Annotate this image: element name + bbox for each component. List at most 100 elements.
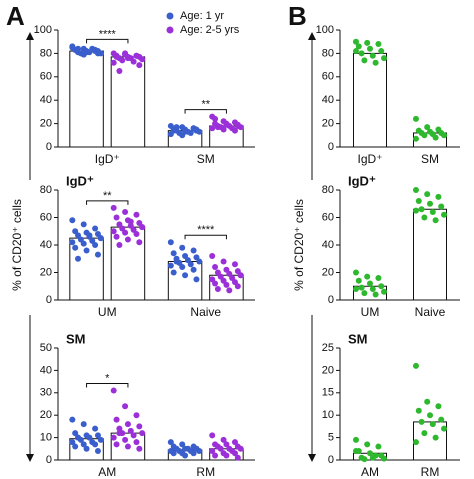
data-point bbox=[223, 281, 230, 288]
data-point bbox=[441, 425, 448, 432]
data-point bbox=[193, 276, 200, 283]
data-point bbox=[122, 229, 129, 236]
data-point bbox=[412, 187, 419, 193]
data-point bbox=[136, 239, 143, 246]
data-point bbox=[110, 59, 117, 66]
y-tick-label: 40 bbox=[40, 364, 52, 376]
data-point bbox=[116, 430, 123, 437]
y-tick-label: 0 bbox=[328, 454, 334, 466]
data-point bbox=[167, 439, 174, 446]
y-tick-label: 0 bbox=[46, 454, 52, 466]
data-point bbox=[412, 439, 419, 446]
data-point bbox=[220, 126, 227, 133]
data-point bbox=[182, 452, 189, 459]
data-point bbox=[94, 50, 101, 57]
data-point bbox=[361, 456, 368, 463]
data-point bbox=[378, 283, 385, 290]
y-tick-label: 100 bbox=[34, 24, 52, 36]
data-point bbox=[361, 57, 368, 64]
x-tick-label: UM bbox=[98, 305, 117, 319]
panel-label: A bbox=[6, 1, 25, 31]
y-tick-label: 100 bbox=[316, 24, 334, 36]
data-point bbox=[424, 398, 431, 405]
data-point bbox=[179, 264, 186, 270]
data-point bbox=[113, 53, 120, 60]
data-point bbox=[75, 45, 82, 52]
data-point bbox=[367, 45, 373, 52]
data-point bbox=[364, 273, 371, 280]
data-point bbox=[369, 286, 376, 292]
x-tick-label: Naive bbox=[190, 305, 221, 319]
significance-label: ** bbox=[103, 190, 112, 202]
data-point bbox=[133, 211, 140, 218]
subplot-title: SM bbox=[348, 331, 368, 346]
y-tick-label: 40 bbox=[40, 94, 52, 106]
data-point bbox=[122, 209, 129, 215]
data-point bbox=[372, 452, 379, 459]
data-point bbox=[421, 214, 428, 221]
data-point bbox=[418, 206, 425, 213]
data-point bbox=[432, 134, 439, 141]
data-point bbox=[352, 448, 359, 455]
data-point bbox=[173, 124, 180, 131]
data-point bbox=[220, 258, 227, 265]
data-point bbox=[80, 221, 87, 228]
data-point bbox=[124, 421, 131, 428]
data-point bbox=[133, 439, 140, 446]
data-point bbox=[358, 50, 365, 57]
data-point bbox=[418, 418, 425, 425]
data-point bbox=[94, 251, 101, 258]
data-point bbox=[355, 43, 362, 50]
data-point bbox=[182, 128, 189, 135]
data-point bbox=[173, 258, 180, 265]
data-point bbox=[427, 412, 433, 419]
legend-marker bbox=[166, 26, 174, 34]
data-point bbox=[364, 441, 371, 448]
data-point bbox=[110, 387, 117, 394]
y-tick-label: 0 bbox=[328, 294, 334, 306]
data-point bbox=[136, 423, 143, 430]
data-point bbox=[92, 441, 99, 448]
data-point bbox=[223, 452, 230, 459]
bar bbox=[413, 208, 447, 301]
y-tick-label: 80 bbox=[322, 184, 334, 196]
data-point bbox=[223, 441, 230, 448]
significance-label: **** bbox=[99, 28, 117, 40]
data-point bbox=[352, 38, 359, 45]
y-tick-label: 20 bbox=[322, 118, 334, 130]
data-point bbox=[429, 209, 436, 215]
data-point bbox=[352, 269, 359, 276]
data-point bbox=[133, 52, 140, 59]
subplot-title: IgD⁺ bbox=[348, 173, 376, 188]
y-tick-label: 25 bbox=[322, 342, 334, 354]
data-point bbox=[179, 441, 186, 448]
y-tick-label: 20 bbox=[322, 266, 334, 278]
significance-bracket bbox=[86, 383, 129, 388]
data-point bbox=[231, 261, 238, 268]
data-point bbox=[80, 441, 87, 448]
data-point bbox=[364, 39, 371, 46]
legend-label: Age: 2-5 yrs bbox=[180, 24, 240, 36]
subplot-title: SM bbox=[66, 331, 86, 346]
significance-bracket bbox=[184, 234, 227, 240]
data-point bbox=[435, 193, 442, 200]
data-point bbox=[214, 124, 221, 131]
y-tick-label: 80 bbox=[40, 184, 52, 196]
data-point bbox=[170, 250, 177, 257]
y-tick-label: 40 bbox=[322, 239, 334, 251]
data-point bbox=[170, 450, 177, 457]
y-tick-label: 60 bbox=[40, 71, 52, 83]
data-point bbox=[69, 239, 76, 246]
data-point bbox=[92, 225, 99, 232]
data-point bbox=[122, 436, 129, 443]
x-tick-label: IgD⁺ bbox=[95, 152, 120, 166]
x-tick-label: IgD⁺ bbox=[357, 152, 382, 166]
data-point bbox=[86, 434, 93, 441]
y-tick-label: 10 bbox=[322, 409, 334, 421]
data-point bbox=[72, 443, 79, 450]
data-point bbox=[234, 283, 241, 290]
y-tick-label: 0 bbox=[46, 294, 52, 306]
y-tick-label: 30 bbox=[40, 387, 52, 399]
data-point bbox=[237, 445, 244, 452]
data-point bbox=[110, 204, 117, 211]
